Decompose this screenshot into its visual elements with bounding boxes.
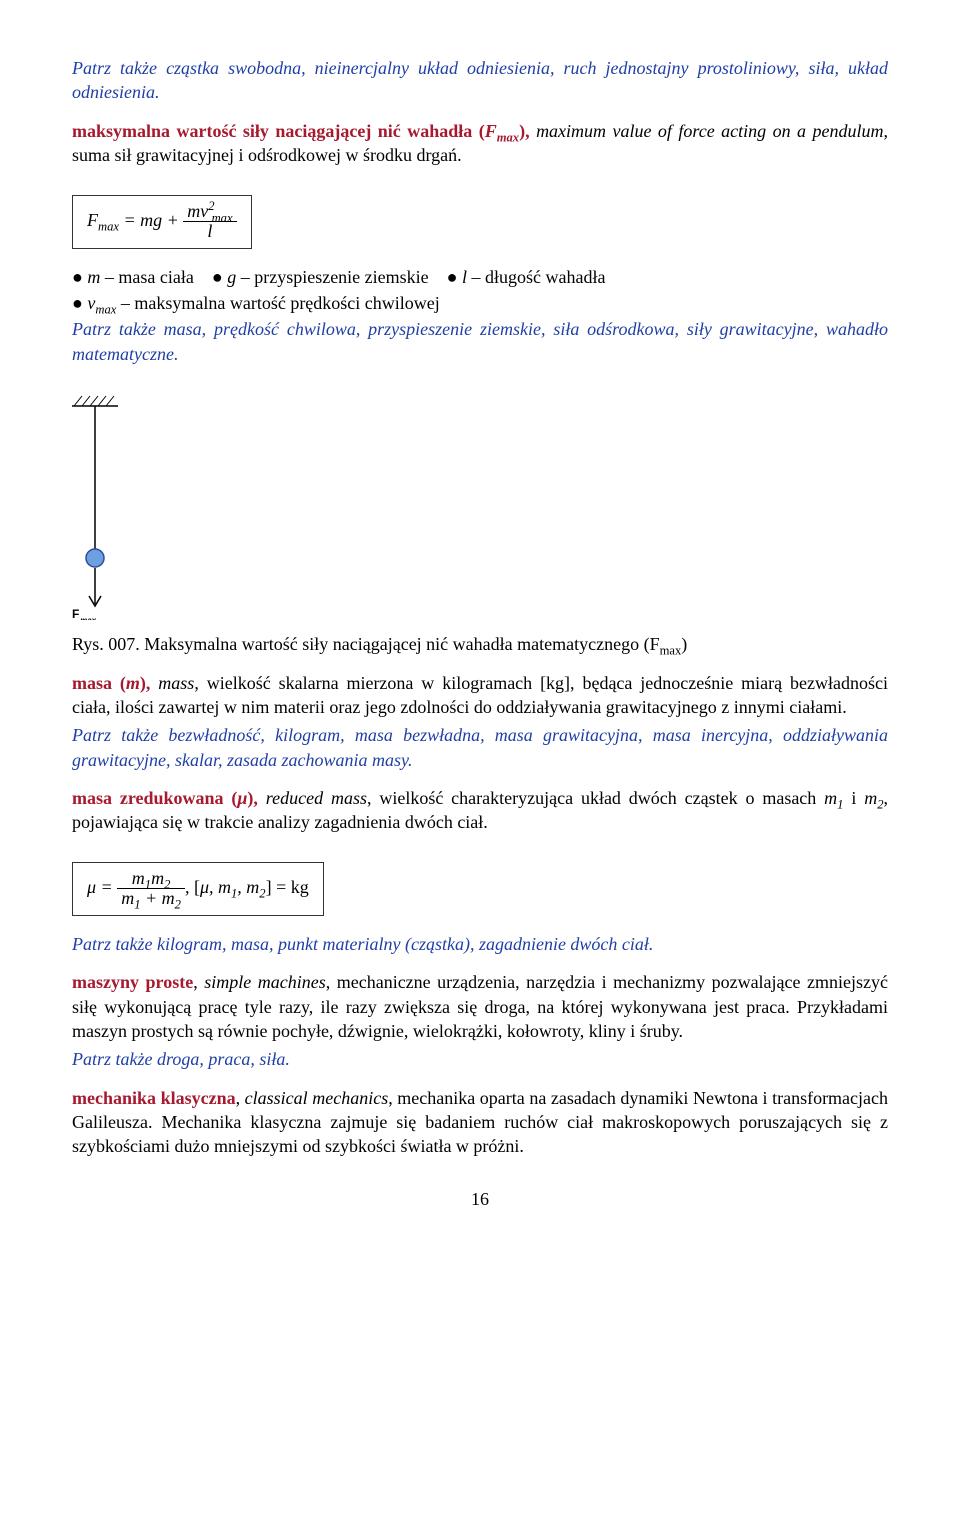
t: max <box>95 303 116 317</box>
fmax-symbol: Fmax <box>485 121 519 141</box>
formula-fmax: Fmax = mg + mv2maxl <box>87 210 237 230</box>
page-number: 16 <box>72 1187 888 1211</box>
t: F <box>87 210 98 230</box>
t: masa ( <box>72 673 126 693</box>
t: m2 <box>864 788 883 808</box>
figure-fmax-caption: Rys. 007. Maksymalna wartość siły naciąg… <box>72 632 888 656</box>
entry-mech-english: classical mechanics <box>245 1088 389 1108</box>
den: l <box>183 222 236 242</box>
t: ), <box>140 673 158 693</box>
t: ), <box>247 788 265 808</box>
num: mv2max <box>183 202 236 222</box>
formula-mu: μ = m1m2m1 + m2, [μ, m1, m2] = kg <box>87 877 309 897</box>
t: max <box>212 211 233 225</box>
formula-fmax-box: Fmax = mg + mv2maxl <box>72 195 252 249</box>
t: + <box>140 888 161 908</box>
hatch <box>106 396 114 406</box>
entry-maszyny-seealso: Patrz także droga, praca, siła. <box>72 1047 888 1071</box>
t: = mg + <box>119 210 183 230</box>
entry-masa-seealso: Patrz także bezwładność, kilogram, masa … <box>72 723 888 772</box>
entry-mech-head: mechanika klasyczna <box>72 1088 236 1108</box>
entry-fmax: maksymalna wartość siły naciągającej nić… <box>72 119 888 168</box>
entry-masa-english: mass <box>158 673 194 693</box>
frac: m1m2m1 + m2 <box>117 869 185 909</box>
hatch <box>98 396 106 406</box>
pendulum-svg: Fmax <box>72 390 162 620</box>
t: m <box>121 888 134 908</box>
t: max <box>660 644 682 658</box>
entry-fmax-english: maximum value of force acting on a pendu… <box>536 121 883 141</box>
t: 2 <box>175 898 181 912</box>
entry-mu-english: reduced mass <box>266 788 367 808</box>
den: m1 + m2 <box>117 889 185 909</box>
fmax-bullets-line2: ● vmax – maksymalna wartość prędkości ch… <box>72 291 888 315</box>
t: m <box>87 267 100 287</box>
pendulum-bob <box>86 549 104 567</box>
entry-mu-head: masa zredukowana (μ), <box>72 788 266 808</box>
t: – masa ciała <box>100 267 193 287</box>
t: – długość wahadła <box>467 267 605 287</box>
entry-maszyny-english: simple machines <box>204 972 326 992</box>
t: m <box>132 868 145 888</box>
t: max <box>497 130 519 144</box>
t: m <box>126 673 140 693</box>
figure-fmax: Fmax <box>72 390 888 626</box>
t: μ, m <box>200 877 231 897</box>
t: μ = <box>87 877 117 897</box>
entry-maszyny-head: maszyny proste <box>72 972 193 992</box>
entry-masa-head: masa (m), <box>72 673 158 693</box>
entry-fmax-headword: maksymalna wartość siły naciągającej nić… <box>72 121 536 141</box>
fmax-seealso: Patrz także masa, prędkość chwilowa, prz… <box>72 317 888 366</box>
entry-mech: mechanika klasyczna, classical mechanics… <box>72 1086 888 1159</box>
entry-mu-seealso: Patrz także kilogram, masa, punkt materi… <box>72 932 888 956</box>
fmax-bullets-line1: ● m – masa ciała ● g – przyspieszenie zi… <box>72 265 888 289</box>
t: , <box>236 1088 245 1108</box>
t: ) <box>681 634 687 654</box>
t: m <box>864 788 877 808</box>
entry-maszyny: maszyny proste, simple machines, mechani… <box>72 970 888 1043</box>
t: , <box>193 972 204 992</box>
t: , m <box>237 877 259 897</box>
t: vmax <box>87 293 116 313</box>
t: maksymalna wartość siły naciągającej nić… <box>72 121 485 141</box>
t: μ <box>237 788 247 808</box>
entry-mu: masa zredukowana (μ), reduced mass, wiel… <box>72 786 888 835</box>
num: m1m2 <box>117 869 185 889</box>
t: i <box>843 788 864 808</box>
frac: mv2maxl <box>183 202 236 242</box>
hatch <box>74 396 82 406</box>
t: – przyspieszenie ziemskie <box>236 267 428 287</box>
t: , wielkość charakteryzująca układ dwóch … <box>367 788 824 808</box>
t: m <box>162 888 175 908</box>
t: ), <box>519 121 536 141</box>
t: , <box>185 877 194 897</box>
t: Rys. 007. Maksymalna wartość siły naciąg… <box>72 634 660 654</box>
t: m <box>151 868 164 888</box>
t: masa zredukowana ( <box>72 788 237 808</box>
formula-mu-box: μ = m1m2m1 + m2, [μ, m1, m2] = kg <box>72 862 324 916</box>
t: = kg <box>272 877 309 897</box>
hatch <box>82 396 90 406</box>
t: m <box>824 788 837 808</box>
t: F <box>485 121 497 141</box>
t: g <box>227 267 236 287</box>
force-label: Fmax <box>72 607 97 620</box>
entry-masa: masa (m), mass, wielkość skalarna mierzo… <box>72 671 888 720</box>
t: m1 <box>824 788 843 808</box>
hatch <box>90 396 98 406</box>
t: mv <box>187 201 208 221</box>
t: – maksymalna wartość prędkości chwilowej <box>116 293 439 313</box>
t: max <box>98 220 119 234</box>
entry-masa-def: , wielkość skalarna mierzona w kilograma… <box>72 673 888 717</box>
see-also-top: Patrz także cząstka swobodna, nieinercja… <box>72 56 888 105</box>
